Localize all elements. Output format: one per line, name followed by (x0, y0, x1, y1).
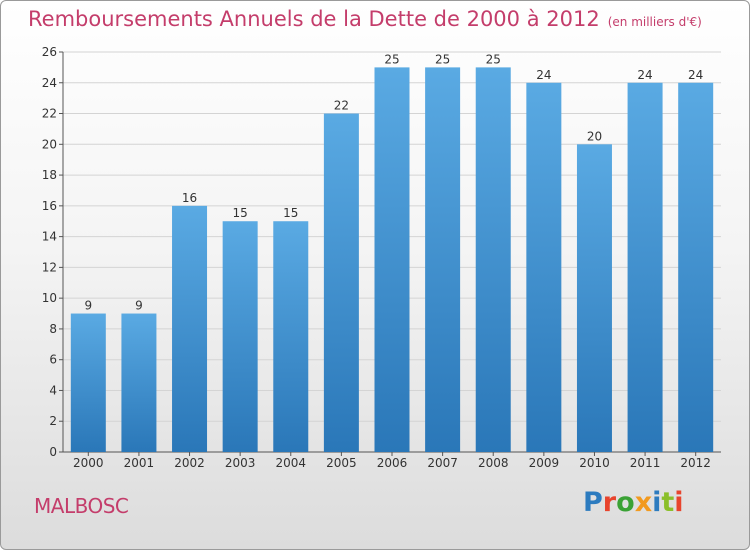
y-tick-label: 26 (42, 45, 57, 59)
x-tick-label: 2002 (174, 456, 205, 470)
y-tick-label: 16 (42, 199, 57, 213)
logo-letter: P (583, 487, 603, 518)
y-tick-label: 0 (49, 445, 57, 459)
x-tick-label: 2010 (579, 456, 610, 470)
bar-2012 (678, 82, 714, 453)
data-label: 20 (587, 129, 602, 143)
bar-2003 (222, 221, 258, 452)
y-tick-label: 12 (42, 260, 57, 274)
chart-title-text: Remboursements Annuels de la Dette de 20… (28, 7, 600, 31)
data-label: 15 (233, 206, 248, 220)
x-tick-label: 2009 (529, 456, 560, 470)
x-tick-label: 2000 (73, 456, 104, 470)
y-tick-label: 20 (42, 137, 57, 151)
data-label: 9 (135, 299, 143, 313)
y-tick-label: 14 (42, 230, 57, 244)
y-tick-label: 22 (42, 107, 57, 121)
x-tick-label: 2004 (275, 456, 306, 470)
chart-unit: (en milliers d'€) (607, 15, 702, 29)
x-tick-label: 2005 (326, 456, 357, 470)
data-label: 24 (536, 68, 551, 82)
bar-2005 (323, 113, 359, 453)
x-tick-label: 2003 (225, 456, 256, 470)
y-tick-label: 2 (49, 414, 57, 428)
y-tick-label: 8 (49, 322, 57, 336)
bars (70, 67, 714, 453)
place-name: MALBOSC (34, 494, 129, 518)
y-tick-label: 4 (49, 383, 57, 397)
x-tick-label: 2012 (680, 456, 711, 470)
bar-2000 (70, 313, 106, 452)
logo-letter: i (652, 487, 662, 518)
bar-2009 (526, 82, 562, 453)
bar-2008 (475, 67, 511, 452)
y-tick-label: 18 (42, 168, 57, 182)
y-tick-label: 24 (42, 76, 57, 90)
bar-2004 (273, 221, 309, 452)
bar-2011 (627, 82, 663, 453)
bar-2007 (425, 67, 461, 452)
data-label: 9 (84, 299, 92, 313)
y-tick-label: 10 (42, 291, 57, 305)
x-tick-label: 2007 (427, 456, 458, 470)
bar-2006 (374, 67, 410, 452)
x-tick-label: 2001 (124, 456, 155, 470)
y-tick-label: 6 (49, 353, 57, 367)
logo-letter: o (616, 487, 635, 518)
logo-letter: x (634, 487, 653, 518)
logo-letter: i (674, 487, 684, 518)
bar-2010 (576, 144, 612, 453)
logo-letter: t (661, 487, 675, 518)
data-label: 15 (283, 206, 298, 220)
data-label: 22 (334, 99, 349, 113)
data-label: 24 (688, 68, 703, 82)
proxiti-logo[interactable]: Proxiti (583, 487, 684, 518)
data-label: 16 (182, 191, 197, 205)
data-label: 25 (435, 52, 450, 66)
x-tick-label: 2008 (478, 456, 509, 470)
data-label: 25 (486, 52, 501, 66)
bar-2002 (172, 205, 208, 452)
data-labels: 9 9 16 15 15 22 25 25 25 24 20 24 24 (84, 52, 703, 312)
x-tick-label: 2011 (630, 456, 661, 470)
bar-2001 (121, 313, 157, 452)
data-label: 25 (384, 52, 399, 66)
data-label: 24 (637, 68, 652, 82)
x-tick-label: 2006 (377, 456, 408, 470)
logo-letter: r (602, 487, 617, 518)
chart-title: Remboursements Annuels de la Dette de 20… (28, 7, 702, 31)
